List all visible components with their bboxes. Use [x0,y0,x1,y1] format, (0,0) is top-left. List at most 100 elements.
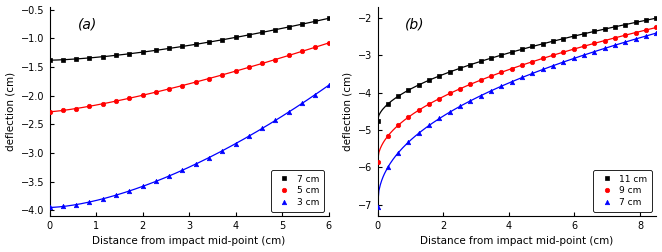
7 cm [394,151,402,154]
9 cm [580,45,588,48]
7 cm [258,31,266,34]
3 cm [99,197,107,200]
3 cm [298,102,306,105]
5 cm [99,102,107,105]
7 cm [218,38,226,41]
5 cm [218,73,226,76]
3 cm [59,205,67,208]
5 cm [152,91,160,94]
9 cm [394,124,402,127]
7 cm [112,54,120,57]
7 cm [179,45,187,48]
7 cm [205,41,213,44]
5 cm [271,58,279,61]
5 cm [192,81,200,84]
11 cm [415,83,423,86]
3 cm [271,119,279,122]
3 cm [324,84,332,87]
9 cm [528,60,536,63]
Y-axis label: deflection (cm): deflection (cm) [343,72,353,151]
9 cm [467,83,475,86]
7 cm [549,64,557,67]
11 cm [446,70,453,73]
9 cm [611,36,619,39]
7 cm [570,57,578,60]
3 cm [205,156,213,159]
X-axis label: Distance from impact mid-point (cm): Distance from impact mid-point (cm) [93,236,286,246]
11 cm [498,53,506,56]
7 cm [653,32,661,35]
11 cm [570,35,578,38]
Line: 9 cm: 9 cm [375,25,659,164]
7 cm [477,94,485,97]
5 cm [245,66,253,69]
7 cm [415,132,423,135]
11 cm [436,74,444,77]
3 cm [112,194,120,197]
9 cm [373,160,381,163]
3 cm [192,163,200,166]
3 cm [125,190,133,193]
3 cm [72,203,80,206]
7 cm [311,20,319,23]
Line: 7 cm: 7 cm [375,31,659,209]
7 cm [285,25,293,28]
9 cm [632,31,639,34]
11 cm [518,48,526,51]
11 cm [601,27,609,30]
3 cm [166,174,173,177]
7 cm [99,55,107,58]
7 cm [559,60,567,64]
7 cm [166,47,173,50]
7 cm [518,76,526,79]
7 cm [384,166,392,169]
7 cm [298,23,306,26]
9 cm [622,34,630,37]
7 cm [373,205,381,208]
7 cm [192,43,200,46]
3 cm [245,135,253,138]
5 cm [85,105,93,108]
5 cm [285,54,293,57]
9 cm [404,116,412,119]
7 cm [622,41,630,44]
11 cm [539,42,547,45]
7 cm [467,99,475,102]
7 cm [487,89,495,92]
5 cm [46,110,54,113]
9 cm [539,57,547,60]
11 cm [653,17,661,20]
9 cm [518,64,526,67]
5 cm [59,109,67,112]
5 cm [112,100,120,103]
9 cm [601,39,609,42]
11 cm [591,30,598,33]
5 cm [258,62,266,65]
11 cm [508,51,516,54]
7 cm [446,111,453,114]
7 cm [456,105,464,108]
9 cm [384,135,392,138]
5 cm [324,42,332,45]
7 cm [601,47,609,50]
Text: (b): (b) [405,17,425,31]
9 cm [487,75,495,78]
Legend: 7 cm, 5 cm, 3 cm: 7 cm, 5 cm, 3 cm [271,170,324,211]
Line: 11 cm: 11 cm [375,16,659,123]
9 cm [559,51,567,54]
7 cm [436,117,444,120]
3 cm [311,93,319,96]
5 cm [311,46,319,49]
11 cm [549,40,557,43]
9 cm [570,48,578,51]
3 cm [152,180,160,183]
7 cm [324,17,332,20]
7 cm [245,34,253,37]
11 cm [622,23,630,26]
7 cm [591,50,598,53]
9 cm [425,103,433,106]
7 cm [152,49,160,52]
Line: 3 cm: 3 cm [48,83,331,210]
7 cm [271,28,279,31]
5 cm [205,77,213,80]
